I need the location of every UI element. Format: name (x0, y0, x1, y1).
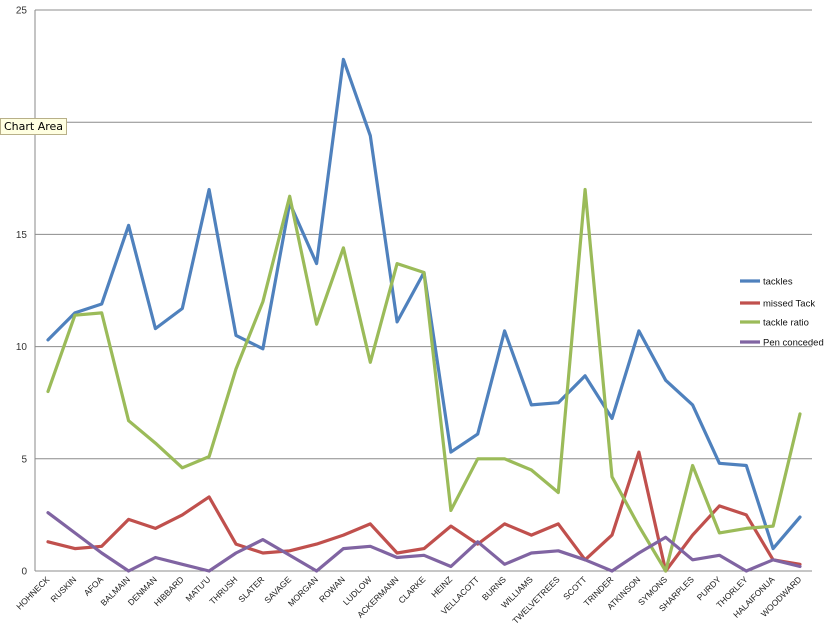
series-line-0 (46, 57, 802, 551)
series-line-3 (46, 511, 802, 573)
legend-label: Pen conceded (763, 338, 824, 349)
legend-label: tackle ratio (763, 318, 809, 329)
series-line-1 (46, 450, 802, 573)
x-tick-label: HOHNECK (14, 574, 51, 611)
x-tick-label: SLATER (236, 574, 266, 604)
legend: tackles missed Tack tackle ratio Pen conced… (740, 277, 824, 349)
y-tick-label: 15 (16, 230, 28, 241)
series-lines (46, 57, 802, 573)
x-tick-label: AFOA (82, 574, 106, 598)
x-tick-label: HIBBARD (152, 574, 186, 608)
y-tick-labels: 0510152025 (16, 6, 28, 578)
gridlines (35, 9, 812, 572)
x-tick-label: RUSKIN (48, 574, 78, 604)
x-tick-label: CLARKE (396, 574, 427, 605)
chart-area-tooltip: Chart Area (0, 118, 68, 135)
legend-label: tackles (763, 277, 793, 288)
y-tick-label: 5 (21, 454, 27, 465)
legend-label: missed Tack (763, 299, 815, 310)
x-tick-label: HEINZ (429, 574, 454, 599)
series-line-2 (46, 187, 802, 573)
y-tick-label: 0 (21, 567, 27, 578)
x-tick-label: THRUSH (207, 574, 239, 606)
x-tick-label: TWELVETREES (510, 574, 562, 626)
y-tick-label: 10 (16, 342, 28, 353)
y-tick-label: 25 (16, 6, 28, 17)
